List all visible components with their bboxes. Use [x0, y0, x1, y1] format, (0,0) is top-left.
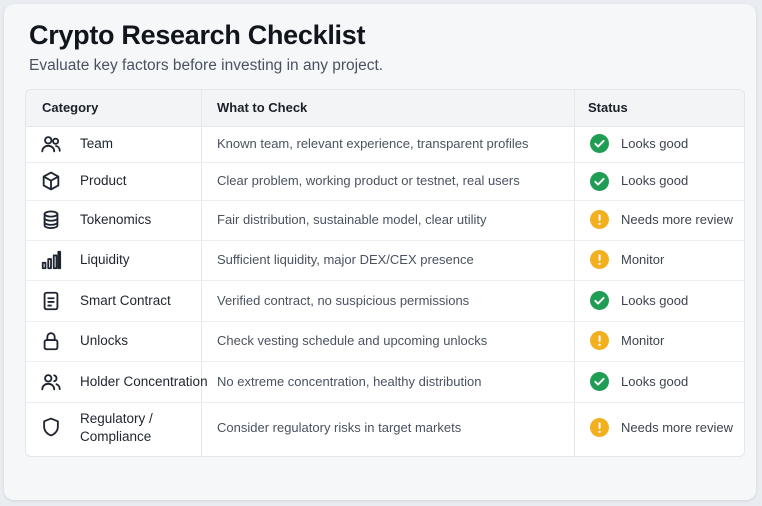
- status-text: Looks good: [621, 374, 689, 389]
- status-text: Needs more review: [621, 420, 733, 435]
- table-row[interactable]: Holder Concentration No extreme concentr…: [26, 361, 744, 403]
- what-to-check-text: No extreme concentration, healthy distri…: [217, 374, 482, 389]
- what-to-check-text: Clear problem, working product or testne…: [217, 173, 520, 188]
- warning-circle-icon: [590, 418, 609, 437]
- what-to-check-text: Consider regulatory risks in target mark…: [217, 420, 462, 435]
- category-label: Unlocks: [80, 333, 129, 348]
- status-text: Looks good: [621, 293, 689, 308]
- check-circle-icon: [590, 372, 609, 391]
- table-row[interactable]: Smart Contract Verified contract, no sus…: [26, 280, 744, 322]
- status-text: Looks good: [621, 173, 689, 188]
- status-text: Looks good: [621, 136, 689, 151]
- table-header: Category What to Check Status: [26, 90, 744, 127]
- team-icon: [40, 133, 62, 155]
- status-text: Needs more review: [621, 212, 733, 227]
- coin-stack-icon: [40, 209, 62, 231]
- document-icon: [40, 290, 62, 312]
- checklist-table: Category What to Check Status Team Known…: [25, 89, 745, 457]
- warning-circle-icon: [590, 250, 609, 269]
- category-label: Product: [80, 173, 127, 188]
- what-to-check-text: Known team, relevant experience, transpa…: [217, 136, 529, 151]
- table-row[interactable]: Regulatory / Compliance Consider regulat…: [26, 402, 744, 456]
- status-text: Monitor: [621, 333, 665, 348]
- category-label: Tokenomics: [80, 212, 152, 227]
- table-row[interactable]: Liquidity Sufficient liquidity, major DE…: [26, 240, 744, 281]
- column-divider: [574, 90, 575, 456]
- category-label: Smart Contract: [80, 293, 171, 308]
- table-row[interactable]: Team Known team, relevant experience, tr…: [26, 126, 744, 163]
- category-label: Holder Concentration: [80, 374, 208, 389]
- cube-icon: [40, 170, 62, 192]
- what-to-check-text: Verified contract, no suspicious permiss…: [217, 293, 470, 308]
- category-label-line-1: Regulatory /: [80, 411, 153, 426]
- category-label: Liquidity: [80, 252, 130, 267]
- warning-circle-icon: [590, 210, 609, 229]
- table-row[interactable]: Product Clear problem, working product o…: [26, 162, 744, 201]
- check-circle-icon: [590, 134, 609, 153]
- what-to-check-text: Fair distribution, sustainable model, cl…: [217, 212, 487, 227]
- status-text: Monitor: [621, 252, 665, 267]
- shield-icon: [40, 416, 62, 438]
- checklist-card: Crypto Research Checklist Evaluate key f…: [4, 4, 756, 500]
- table-row[interactable]: Unlocks Check vesting schedule and upcom…: [26, 321, 744, 362]
- what-to-check-text: Sufficient liquidity, major DEX/CEX pres…: [217, 252, 474, 267]
- check-circle-icon: [590, 291, 609, 310]
- what-to-check-text: Check vesting schedule and upcoming unlo…: [217, 333, 488, 348]
- page-title: Crypto Research Checklist: [29, 20, 366, 50]
- column-header-what-to-check[interactable]: What to Check: [217, 100, 308, 115]
- page-subtitle: Evaluate key factors before investing in…: [29, 57, 384, 74]
- check-circle-icon: [590, 172, 609, 191]
- category-label: Team: [80, 136, 114, 151]
- holders-icon: [40, 371, 62, 393]
- bar-chart-icon: [40, 249, 62, 271]
- warning-circle-icon: [590, 331, 609, 350]
- category-label-line-2: Compliance: [80, 429, 152, 444]
- lock-icon: [40, 330, 62, 352]
- table-row[interactable]: Tokenomics Fair distribution, sustainabl…: [26, 200, 744, 241]
- column-divider: [201, 90, 202, 456]
- column-header-category[interactable]: Category: [42, 100, 99, 115]
- column-header-status[interactable]: Status: [588, 100, 628, 115]
